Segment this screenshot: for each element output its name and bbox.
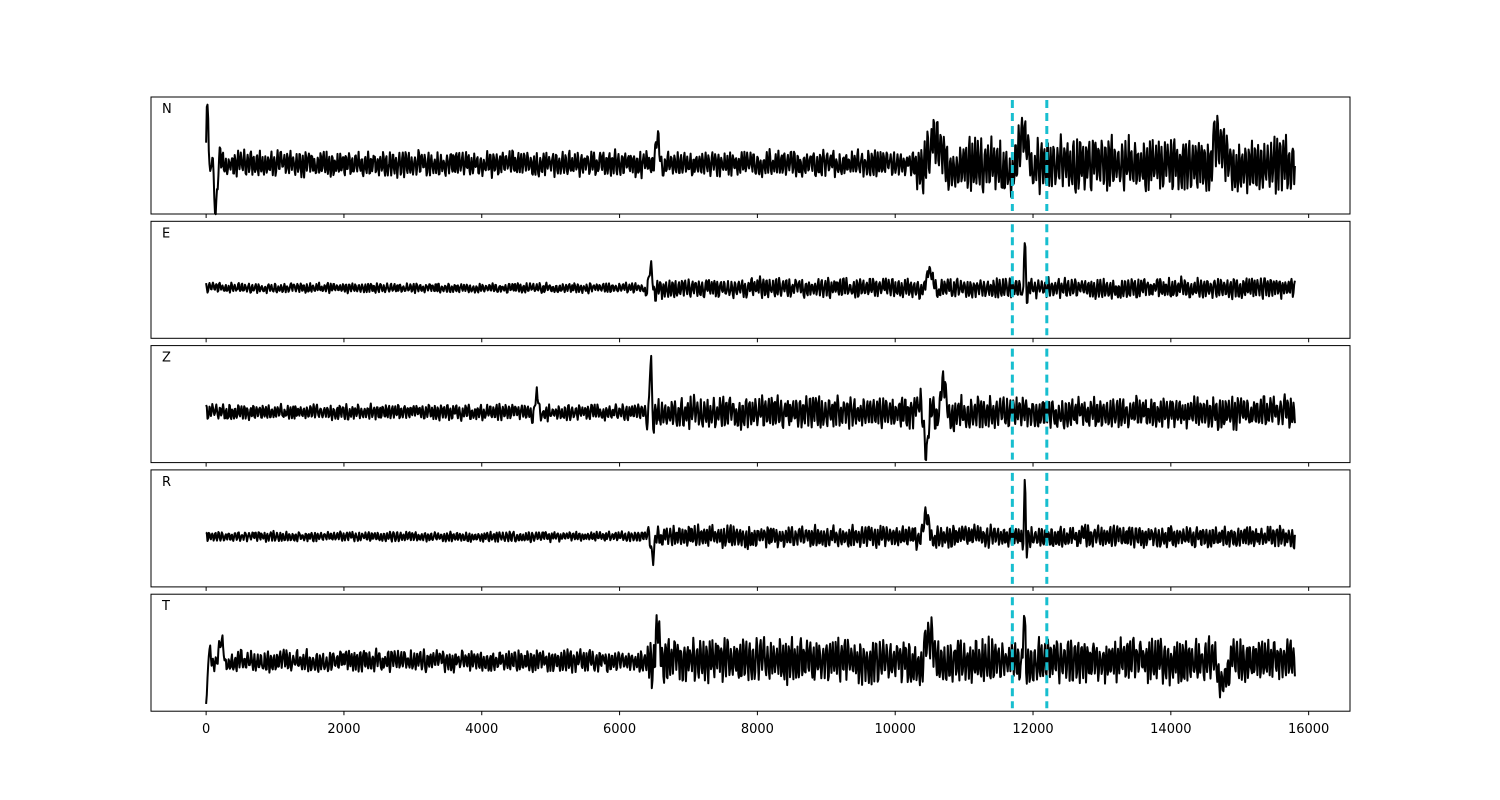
x-tick-label: 10000: [875, 722, 916, 737]
trace-n: [205, 103, 1296, 216]
panel-e: E: [150, 220, 1351, 343]
panel-z: Z: [150, 345, 1351, 467]
panel-frame: [150, 469, 1351, 588]
panel-frame: [150, 96, 1351, 215]
panel-frame: [150, 345, 1351, 464]
trace-e: [205, 242, 1296, 304]
trace-t: [205, 614, 1296, 704]
x-tick-label: 0: [202, 722, 210, 737]
panel-label: Z: [162, 351, 171, 366]
panel-label: N: [162, 102, 172, 117]
panel-label: T: [161, 599, 170, 614]
panel-frame: [150, 220, 1351, 339]
x-tick-label: 4000: [465, 722, 498, 737]
panel-label: R: [162, 475, 171, 490]
x-tick-label: 8000: [741, 722, 774, 737]
x-tick-label: 16000: [1288, 722, 1329, 737]
panel-t: T: [150, 593, 1351, 716]
x-tick-label: 14000: [1150, 722, 1191, 737]
panel-r: R: [150, 469, 1351, 591]
x-tick-label: 12000: [1012, 722, 1053, 737]
x-tick-label: 2000: [327, 722, 360, 737]
panel-label: E: [162, 226, 170, 241]
panel-n: N: [150, 96, 1351, 218]
x-tick-label: 6000: [603, 722, 636, 737]
trace-r: [205, 478, 1296, 567]
x-axis: 0 2000 4000 6000 8000 10000 12000 14000 16000: [202, 722, 1329, 737]
panel-frame: [150, 593, 1351, 712]
panels-group: N E Z R T: [150, 96, 1351, 716]
trace-z: [205, 354, 1296, 462]
